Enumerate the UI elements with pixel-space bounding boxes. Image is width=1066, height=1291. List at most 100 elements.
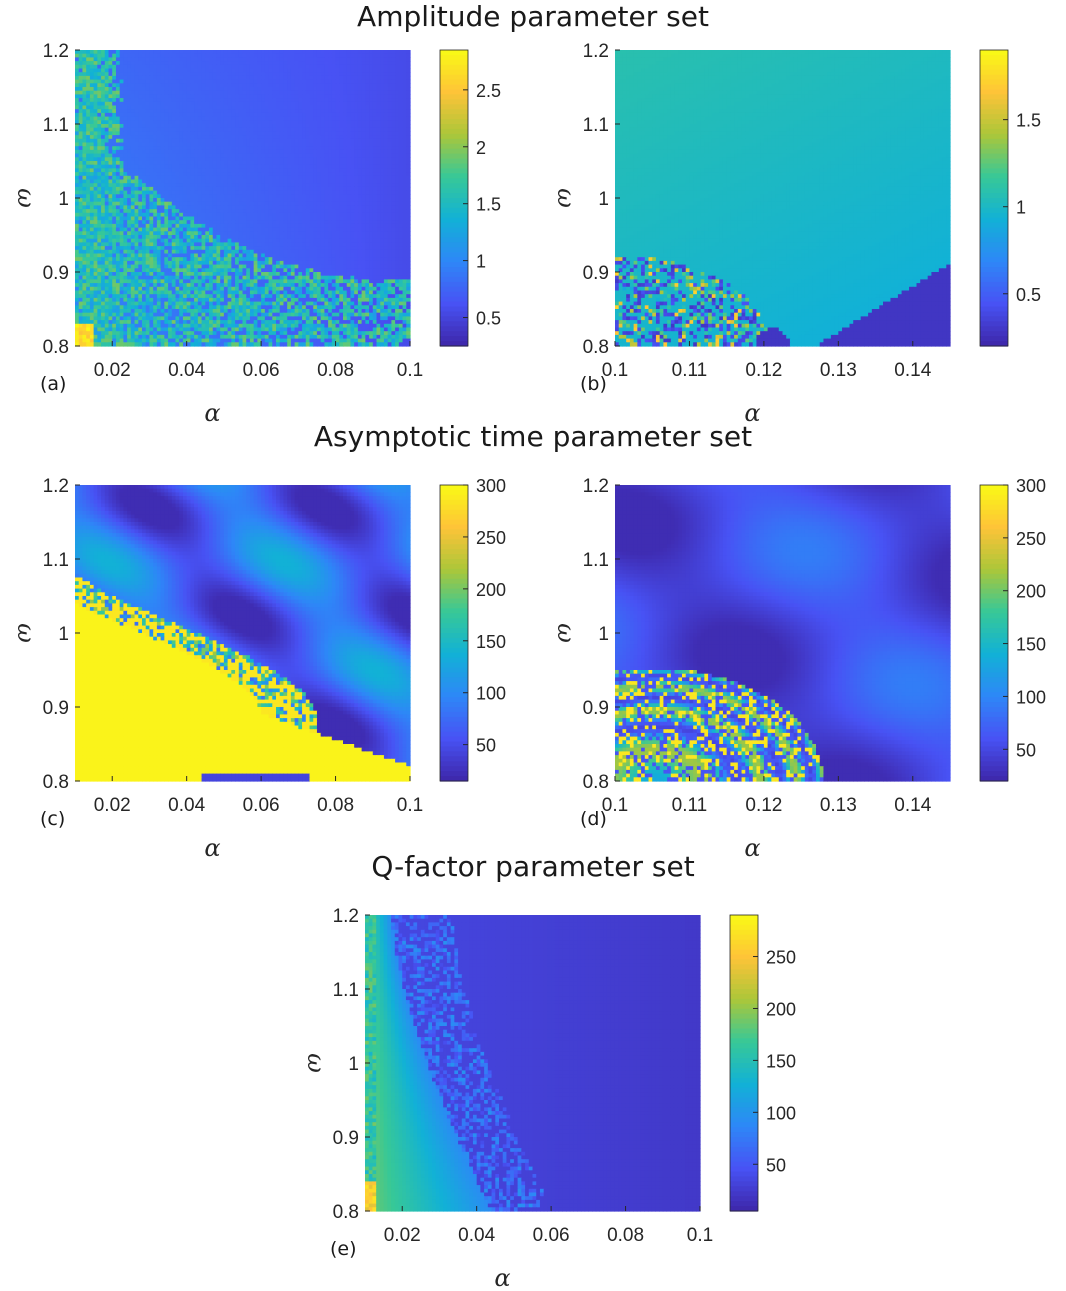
y-axis-label-d: ω <box>552 623 580 643</box>
colorbar-tick-label-d-1: 100 <box>1016 687 1046 707</box>
panel-label-a: (a) <box>40 373 66 395</box>
y-tick-label-e-2: 1 <box>348 1054 359 1075</box>
x-tick-label-c-3: 0.08 <box>317 795 354 816</box>
y-axis-label-c: ω <box>12 623 40 643</box>
colorbar-tick-label-d-2: 150 <box>1016 635 1046 655</box>
section-title-asymptotic: Asymptotic time parameter set <box>0 420 1066 453</box>
heatmap-chart-a: 0.02 0.04 0.06 0.08 0.1 0.8 0.9 1 1.1 1.2 α ω (a) 0.5… <box>12 41 501 427</box>
x-tick-label-c-2: 0.06 <box>243 795 280 816</box>
y-axis-label-b: ω <box>552 188 580 208</box>
colorbar-tick-label-b-2: 1.5 <box>1016 111 1041 131</box>
colorbar-b <box>980 50 1008 347</box>
x-tick-label-d-3: 0.13 <box>820 795 857 816</box>
y-axis-label-a: ω <box>12 188 40 208</box>
chart-panel-e: 0.02 0.04 0.06 0.08 0.1 0.8 0.9 1 1.1 1.2 α ω (e) 50 1… <box>290 905 810 1291</box>
colorbar-tick-label-a-1: 1 <box>476 252 486 272</box>
colorbar-tick-label-c-4: 250 <box>476 528 506 548</box>
y-tick-label-b-2: 1 <box>598 189 609 210</box>
x-tick-label-a-1: 0.04 <box>168 360 205 381</box>
x-axis-label-c: α <box>204 834 220 862</box>
chart-panel-b: 0.1 0.11 0.12 0.13 0.14 0.8 0.9 1 1.1 1.2 α ω (b) 0.5… <box>540 40 1060 430</box>
y-tick-label-a-1: 0.9 <box>43 263 69 284</box>
colorbar-a <box>440 50 468 347</box>
colorbar-tick-label-b-1: 1 <box>1016 198 1026 218</box>
panel-label-b: (b) <box>580 373 607 395</box>
y-tick-label-b-1: 0.9 <box>583 263 609 284</box>
x-tick-label-d-4: 0.14 <box>894 795 931 816</box>
heatmap-chart-b: 0.1 0.11 0.12 0.13 0.14 0.8 0.9 1 1.1 1.2 α ω (b) 0.5… <box>552 41 1041 427</box>
colorbar-tick-label-a-0: 0.5 <box>476 309 501 329</box>
colorbar-tick-label-c-0: 50 <box>476 736 496 756</box>
colorbar-tick-label-e-3: 200 <box>766 999 796 1019</box>
colorbar-tick-label-e-2: 150 <box>766 1051 796 1071</box>
y-tick-label-e-4: 1.2 <box>333 906 359 927</box>
x-tick-label-e-4: 0.1 <box>687 1225 713 1246</box>
colorbar-tick-label-d-4: 250 <box>1016 529 1046 549</box>
x-tick-label-d-1: 0.11 <box>672 795 708 816</box>
x-axis-label-e: α <box>494 1264 510 1291</box>
y-tick-label-b-4: 1.2 <box>583 41 609 62</box>
heatmap-chart-d: 0.1 0.11 0.12 0.13 0.14 0.8 0.9 1 1.1 1.2 α ω (d) 50 1… <box>552 476 1046 862</box>
colorbar-d <box>980 485 1008 782</box>
panel-label-e: (e) <box>330 1238 357 1260</box>
colorbar-tick-label-e-0: 50 <box>766 1155 786 1175</box>
colorbar-c <box>440 485 468 782</box>
y-tick-label-e-1: 0.9 <box>333 1128 359 1149</box>
colorbar-tick-label-b-0: 0.5 <box>1016 285 1041 305</box>
y-tick-label-d-2: 1 <box>598 624 609 645</box>
colorbar-tick-label-d-0: 50 <box>1016 740 1036 760</box>
colorbar-tick-label-c-5: 300 <box>476 476 506 496</box>
y-tick-label-d-0: 0.8 <box>583 772 609 793</box>
x-tick-label-a-3: 0.08 <box>317 360 354 381</box>
chart-panel-d: 0.1 0.11 0.12 0.13 0.14 0.8 0.9 1 1.1 1.2 α ω (d) 50 1… <box>540 475 1060 865</box>
x-tick-label-a-2: 0.06 <box>243 360 280 381</box>
x-tick-label-d-2: 0.12 <box>745 795 782 816</box>
heatmap-chart-c: 0.02 0.04 0.06 0.08 0.1 0.8 0.9 1 1.1 1.2 α ω (c) 50 1… <box>12 476 506 862</box>
colorbar-tick-label-e-1: 100 <box>766 1103 796 1123</box>
chart-panel-a: 0.02 0.04 0.06 0.08 0.1 0.8 0.9 1 1.1 1.2 α ω (a) 0.5… <box>0 40 520 430</box>
x-axis-label-d: α <box>744 834 760 862</box>
y-tick-label-d-4: 1.2 <box>583 476 609 497</box>
heatmap-cells-e <box>365 915 701 1212</box>
y-tick-label-a-4: 1.2 <box>43 41 69 62</box>
heatmap-cells-c <box>75 485 411 782</box>
x-axis-label-a: α <box>204 399 220 427</box>
colorbar-tick-label-c-2: 150 <box>476 632 506 652</box>
x-tick-label-b-0: 0.1 <box>602 360 628 381</box>
colorbar-tick-label-d-5: 300 <box>1016 476 1046 496</box>
colorbar-tick-label-d-3: 200 <box>1016 582 1046 602</box>
y-tick-label-c-0: 0.8 <box>43 772 69 793</box>
y-tick-label-a-3: 1.1 <box>43 115 69 136</box>
x-tick-label-b-2: 0.12 <box>745 360 782 381</box>
section-title-amplitude: Amplitude parameter set <box>0 0 1066 33</box>
colorbar-tick-label-a-3: 2 <box>476 138 486 158</box>
y-tick-label-c-3: 1.1 <box>43 550 69 571</box>
y-tick-label-b-0: 0.8 <box>583 337 609 358</box>
y-tick-label-d-1: 0.9 <box>583 698 609 719</box>
section-title-qfactor: Q-factor parameter set <box>0 850 1066 883</box>
y-axis-label-e: ω <box>302 1053 330 1073</box>
y-tick-label-b-3: 1.1 <box>583 115 609 136</box>
y-tick-label-d-3: 1.1 <box>583 550 609 571</box>
x-tick-label-a-4: 0.1 <box>397 360 423 381</box>
panel-label-d: (d) <box>580 808 607 830</box>
heatmap-cells-d <box>615 485 951 782</box>
colorbar-e <box>730 915 758 1212</box>
x-tick-label-e-1: 0.04 <box>458 1225 495 1246</box>
heatmap-cells-b <box>615 50 951 347</box>
colorbar-tick-label-c-3: 200 <box>476 580 506 600</box>
y-tick-label-e-0: 0.8 <box>333 1202 359 1223</box>
heatmap-cells-a <box>75 50 411 347</box>
x-axis-label-b: α <box>744 399 760 427</box>
x-tick-label-b-4: 0.14 <box>894 360 931 381</box>
heatmap-chart-e: 0.02 0.04 0.06 0.08 0.1 0.8 0.9 1 1.1 1.2 α ω (e) 50 1… <box>302 906 796 1291</box>
x-tick-label-e-2: 0.06 <box>533 1225 570 1246</box>
x-tick-label-e-0: 0.02 <box>384 1225 421 1246</box>
y-tick-label-c-2: 1 <box>58 624 69 645</box>
x-tick-label-e-3: 0.08 <box>607 1225 644 1246</box>
y-tick-label-c-4: 1.2 <box>43 476 69 497</box>
colorbar-tick-label-c-1: 100 <box>476 684 506 704</box>
x-tick-label-c-1: 0.04 <box>168 795 205 816</box>
chart-panel-c: 0.02 0.04 0.06 0.08 0.1 0.8 0.9 1 1.1 1.2 α ω (c) 50 1… <box>0 475 520 865</box>
x-tick-label-d-0: 0.1 <box>602 795 628 816</box>
